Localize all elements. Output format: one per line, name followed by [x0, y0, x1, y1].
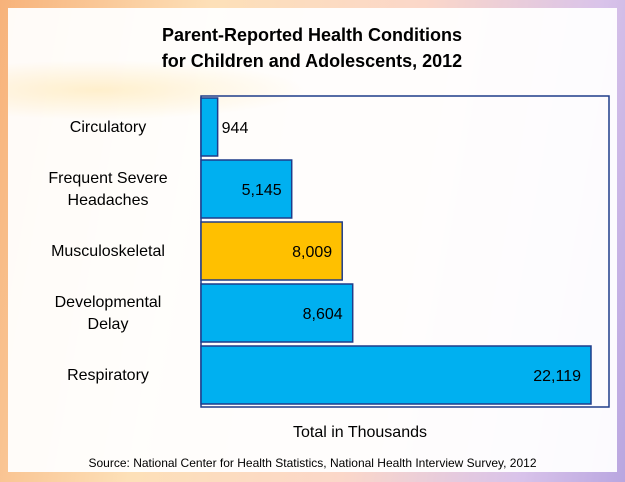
category-label: Frequent Severe Headaches: [33, 168, 183, 212]
value-label: 5,145: [242, 182, 282, 199]
page: Parent-Reported Health Conditions for Ch…: [0, 0, 625, 482]
category-label: Circulatory: [20, 117, 196, 139]
value-label: 8,604: [303, 306, 343, 323]
x-axis-label: Total in Thousands: [200, 424, 520, 442]
value-label: 8,009: [292, 244, 332, 261]
bar: [201, 98, 218, 156]
category-label: Respiratory: [20, 365, 196, 387]
source-note: Source: National Center for Health Stati…: [8, 456, 617, 470]
value-label: 944: [222, 120, 249, 137]
category-label: Musculoskeletal: [20, 241, 196, 263]
value-label: 22,119: [533, 368, 581, 385]
category-label: Developmental Delay: [48, 292, 168, 336]
